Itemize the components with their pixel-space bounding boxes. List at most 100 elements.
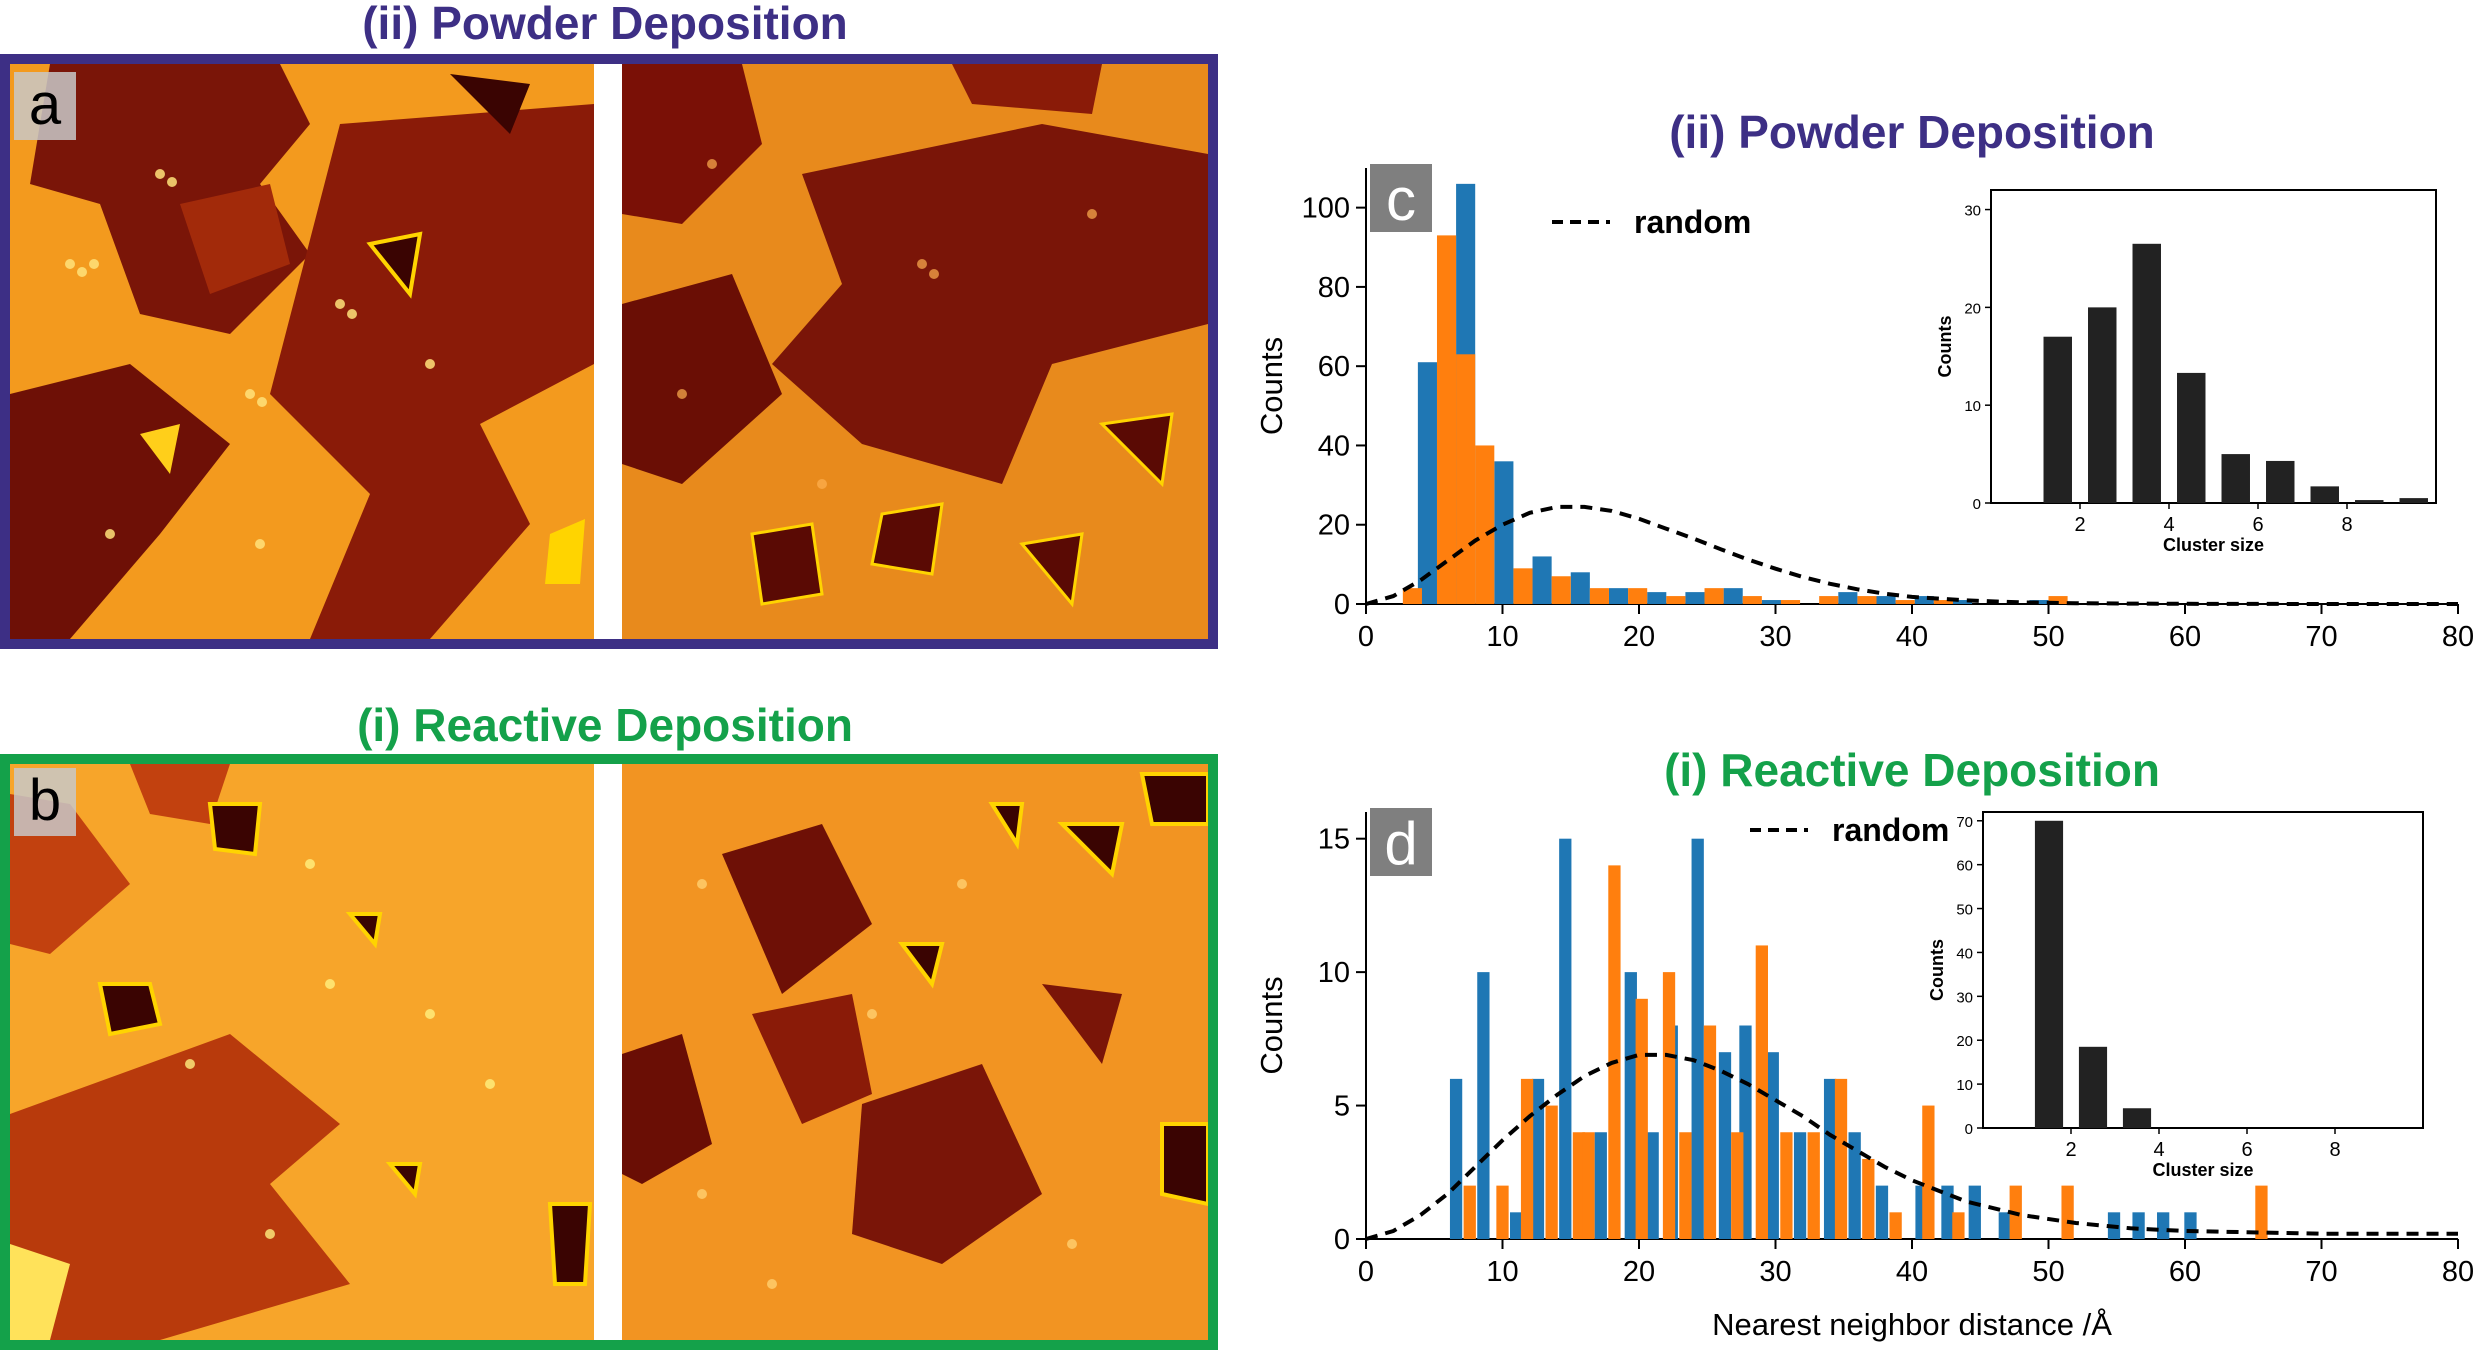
chart-d-inset-x-tick-label: 4 [2153,1139,2164,1161]
chart-d-bar-orange [1679,1132,1692,1239]
chart-d-inset-x-label: Cluster size [2152,1160,2253,1180]
chart-c-bar-orange [1589,588,1609,604]
chart-d-x-tick-label: 20 [1623,1256,1655,1288]
chart-d-bar-orange [1922,1105,1935,1239]
chart-c-y-tick-label: 100 [1302,193,1350,225]
chart-c-random-curve [1365,504,2458,606]
chart-d-random-curve [1365,1052,2458,1241]
chart-d-bar-orange [1463,1185,1476,1239]
chart-d-legend-label: random [1832,812,1949,848]
chart-c-x-tick-label: 50 [2032,621,2064,653]
chart-d-letter-bg [1370,808,1432,876]
chart-c-inset-bar [2177,372,2206,503]
chart-c-legend-label: random [1634,204,1751,240]
chart-d-bar-orange [2061,1185,2074,1239]
chart-c-inset-bar [2132,243,2161,503]
chart-d-x-tick-label: 60 [2169,1256,2201,1288]
chart-c-bar-orange [1628,588,1648,604]
chart-c-x-tick-label: 80 [2442,621,2474,653]
chart-d-panel-letter: d [1384,810,1417,877]
chart-d-bar-blue [2184,1212,2197,1239]
chart-c-inset-x-label: Cluster size [2163,535,2264,555]
chart-c-inset-y-label: Counts [1935,316,1955,378]
chart-d-bar-blue [2132,1212,2145,1239]
chart-c-inset-bar [2399,498,2428,503]
chart-d-inset-y-label: Counts [1927,939,1947,1001]
chart-d-bar-orange [1952,1212,1965,1239]
chart-d-inset-y-tick-label: 10 [1956,1077,1973,1094]
chart-d-bar-blue [1477,972,1490,1239]
panel-a-title: (ii) Powder Deposition [362,0,848,49]
chart-d-bar-blue [1449,1078,1463,1239]
chart-d-bar-blue [1968,1185,1981,1239]
chart-d-bar-blue [1646,1132,1659,1239]
stm-image-a-left [10,64,594,639]
image-divider-b [594,764,622,1340]
chart-d-inset-x-tick-label: 8 [2329,1139,2340,1161]
chart-c-bar-blue [1723,588,1743,604]
chart-c-bar-orange [1436,235,1457,604]
chart-c-bar-orange [1475,445,1495,604]
chart-d-inset-x-tick-label: 6 [2241,1139,2252,1161]
chart-d-inset-y-tick-label: 40 [1956,945,1973,962]
chart-d-bar-blue [2157,1212,2170,1239]
chart-c-y-tick-label: 20 [1318,510,1350,542]
chart-d-bar-orange [1862,1158,1875,1239]
chart-c-bar-blue [1838,592,1858,604]
chart-d-y-tick-label: 0 [1334,1224,1350,1256]
chart-c-x-tick-label: 70 [2305,621,2337,653]
panel-letter-b: b [14,768,76,836]
chart-c-bar-orange [1933,600,1953,604]
chart-d-bar-orange [1834,1078,1848,1239]
chart-d-x-tick-label: 30 [1759,1256,1791,1288]
chart-c-y-tick-label: 60 [1318,351,1350,383]
chart-d-bar-orange [1731,1132,1744,1239]
panel-b-frame: b [0,754,1218,1350]
chart-d-bar-orange [1635,998,1648,1239]
chart-c-y-tick-label: 40 [1318,430,1350,462]
chart-c-bar-blue [2029,600,2049,604]
chart-c-panel-letter: c [1386,166,1416,233]
chart-c-x-tick-label: 0 [1358,621,1374,653]
chart-d-bar-blue [1823,1078,1837,1239]
chart-d-bar-orange [1889,1212,1902,1239]
chart-d-inset-y-tick-label: 0 [1965,1121,1973,1138]
chart-c-inset-bar [2088,307,2117,503]
chart-c-bar-orange [1402,588,1422,604]
chart-c-inset-y-tick-label: 0 [1973,496,1981,513]
chart-d-y-tick-label: 10 [1318,957,1350,989]
chart-d-bar-orange [1545,1105,1558,1239]
chart-c-inset-y-tick-label: 30 [1964,203,1981,220]
chart-c-bar-orange [1513,568,1533,604]
chart-d-inset-bar [2122,1108,2152,1128]
chart-c-bar-blue [1876,596,1896,604]
chart-c-bar-blue [1608,588,1629,604]
chart-d-y-tick-label: 15 [1318,824,1350,856]
chart-d-y-tick-label: 5 [1334,1091,1350,1123]
chart-c-inset-x-tick-label: 6 [2252,514,2263,536]
chart-c-inset-y-tick-label: 20 [1964,300,1981,317]
chart-c-bar-blue [1761,600,1781,604]
chart-d-bar-orange [1780,1132,1793,1239]
chart-c-inset-bar [2355,500,2384,503]
chart-c-bar-blue [1417,362,1437,604]
chart-c-inset-bar [2043,336,2072,503]
chart-c-inset-bar [2310,486,2339,503]
chart-c-x-tick-label: 60 [2169,621,2201,653]
chart-c-y-tick-label: 80 [1318,272,1350,304]
chart-c-bar-orange [1742,596,1762,604]
stm-image-a-right [622,64,1208,639]
chart-d-bar-blue [1510,1212,1523,1239]
chart-d-bar-orange [1662,972,1676,1239]
chart-d-bar-blue [1594,1132,1607,1239]
chart-d-x-tick-label: 10 [1486,1256,1518,1288]
chart-d-inset-y-tick-label: 20 [1956,1033,1973,1050]
chart-c-x-tick-label: 40 [1896,621,1928,653]
chart-d-bar-orange [1703,1025,1717,1239]
chart-c-bar-orange [1857,596,1877,604]
chart-c-bar-blue [1914,596,1934,604]
chart-c-bar-orange [1551,576,1571,604]
chart-d-bar-blue [1624,972,1637,1239]
chart-c-inset-x-tick-label: 8 [2341,514,2352,536]
